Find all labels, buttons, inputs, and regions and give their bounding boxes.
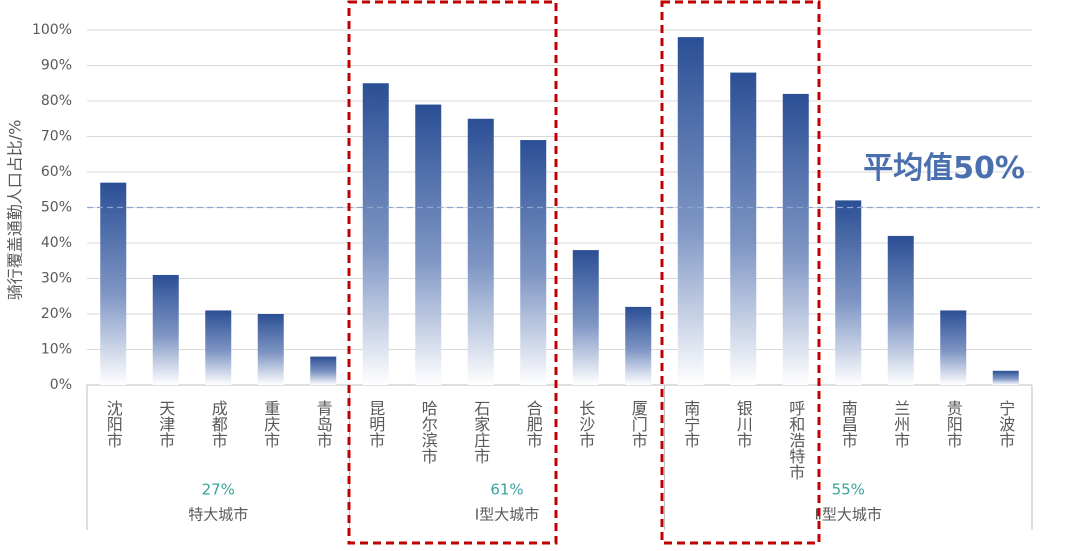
x-tick-label: 昆明市 [366,400,385,448]
y-tick-label: 20% [41,306,72,322]
y-tick-label: 50% [41,200,72,216]
bar [257,314,284,385]
y-tick-label: 30% [41,271,72,287]
bar [887,235,914,385]
bar [415,104,442,386]
bar [467,118,494,385]
x-tick-label: 银川市 [734,400,753,448]
bar [625,306,652,385]
y-tick-label: 0% [50,377,72,393]
x-tick-label: 呼和浩特市 [786,400,805,480]
y-tick-label: 60% [41,164,72,180]
x-tick-label: 贵阳市 [944,400,963,448]
bar [992,370,1019,385]
x-tick-label: 长沙市 [576,400,595,448]
x-tick-label: 南宁市 [681,400,700,448]
y-tick-label: 90% [41,58,72,74]
bar [677,37,704,385]
x-tick-label: 厦门市 [629,400,648,448]
bar [362,83,389,385]
x-tick-label: 沈阳市 [104,400,123,448]
y-tick-label: 70% [41,129,72,145]
bar [572,250,599,385]
bar [730,72,757,385]
group-share: 27% [202,481,235,499]
x-tick-label: 哈尔滨市 [419,400,438,464]
bar [782,93,809,386]
bar [520,140,547,385]
x-tick-label: 兰州市 [891,400,910,448]
y-tick-label: 10% [41,342,72,358]
x-tick-label: 成都市 [209,400,228,448]
group-name: 特大城市 [188,506,248,524]
x-tick-label: 南昌市 [839,400,858,448]
x-tick-label: 天津市 [156,400,175,448]
highlight-box [660,0,821,545]
x-tick-label: 石家庄市 [471,400,490,464]
group-share: 55% [832,481,865,499]
group-name: Ⅱ型大城市 [815,506,882,524]
y-tick-label: 80% [41,93,72,109]
x-tick-label: 青岛市 [314,400,333,448]
x-tick-label: 合肥市 [524,400,543,448]
highlight-box [347,0,558,545]
bar [205,310,232,385]
x-tick-label: 宁波市 [996,400,1015,448]
group-share: 61% [490,481,523,499]
bar [310,356,337,385]
bar [940,310,967,385]
y-tick-label: 100% [32,22,72,38]
bar [152,274,179,385]
average-label: 平均值50% [863,151,1025,186]
group-name: Ⅰ型大城市 [475,506,539,524]
y-axis-title: 骑行覆盖通勤人口占比/% [6,120,25,301]
plot: 0% 10% 20% 30% 40% 50% 60% 70% 80% 90% 100% 沈阳市 天津市 成… [32,22,1040,530]
y-tick-label: 40% [41,235,72,251]
x-tick-label: 重庆市 [261,400,280,448]
bar [835,200,862,385]
bar [100,182,127,385]
